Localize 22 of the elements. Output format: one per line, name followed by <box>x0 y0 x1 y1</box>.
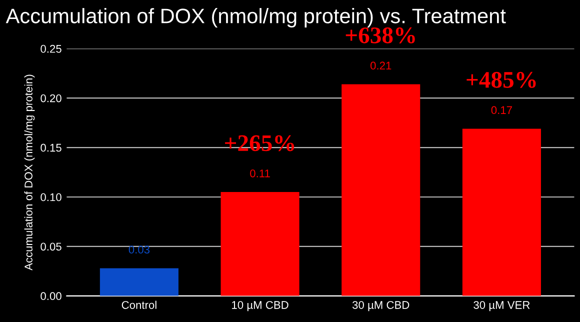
y-tick-label: 0.20 <box>40 94 62 102</box>
y-tick-label: 0.00 <box>40 292 62 300</box>
x-tick-label: 10 µM CBD <box>232 301 288 312</box>
annotation: +638% <box>346 27 415 44</box>
chart-title: Accumulation of DOX (nmol/mg protein) vs. Treatment <box>6 8 506 28</box>
data-label: 0.11 <box>250 169 270 178</box>
x-tick-label: 30 µM VER <box>474 301 530 312</box>
x-tick-label: Control <box>122 300 156 309</box>
y-tick-label: 0.05 <box>40 242 62 251</box>
data-label: 0.21 <box>370 62 392 70</box>
data-label: 0.03 <box>128 246 150 254</box>
data-label: 0.17 <box>491 106 512 114</box>
y-tick-label: 0.15 <box>40 144 62 152</box>
y-tick-label: 0.25 <box>40 44 62 53</box>
bar <box>100 268 178 296</box>
y-tick-label: 0.10 <box>40 193 62 202</box>
bar <box>220 192 300 296</box>
x-tick-label: 30 µM CBD <box>352 301 410 312</box>
bar <box>342 84 420 296</box>
y-axis-title: Accumulation of DOX (nmol/mg protein) <box>24 74 35 270</box>
bar <box>462 128 541 296</box>
annotation: +485% <box>466 72 536 88</box>
